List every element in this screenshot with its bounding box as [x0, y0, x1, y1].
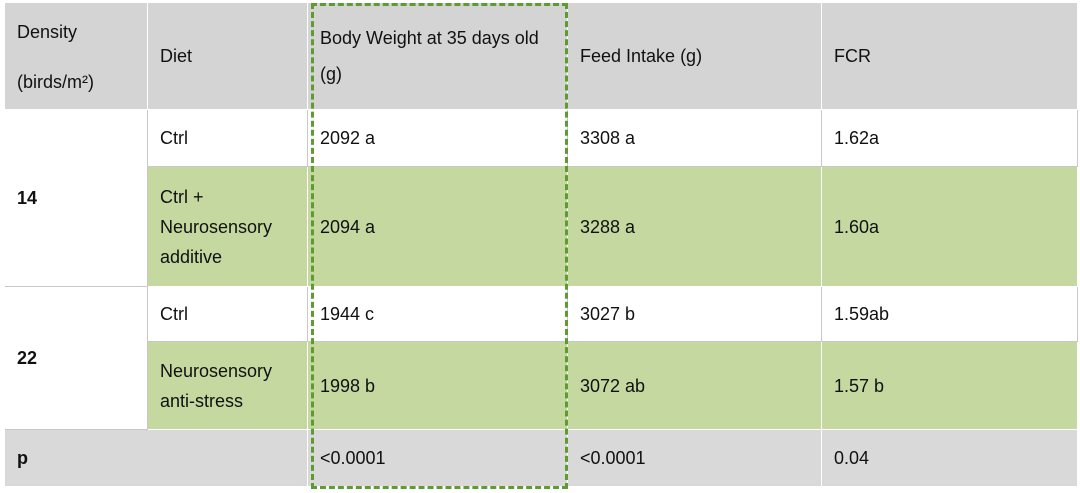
diet-cell: Ctrl: [148, 110, 308, 167]
header-cell: Diet: [148, 3, 308, 110]
header-cell: Feed Intake (g): [568, 3, 822, 110]
density-cell: 22: [5, 287, 148, 430]
p-label: p: [5, 430, 308, 487]
density-cell: 14: [5, 110, 148, 287]
header-cell: Density (birds/m²): [5, 3, 148, 110]
header-cell: FCR: [822, 3, 1078, 110]
value-cell: 1.59ab: [822, 287, 1078, 342]
diet-cell: Neurosensory anti-stress: [148, 342, 308, 430]
diet-cell: Ctrl + Neurosensory additive: [148, 167, 308, 287]
diet-cell: Ctrl: [148, 287, 308, 342]
header-cell: Body Weight at 35 days old (g): [308, 3, 568, 110]
value-cell: 2094 a: [308, 167, 568, 287]
value-cell: 1.60a: [822, 167, 1078, 287]
value-cell: 1944 c: [308, 287, 568, 342]
p-value: <0.0001: [568, 430, 822, 487]
p-value: <0.0001: [308, 430, 568, 487]
value-cell: 1.57 b: [822, 342, 1078, 430]
value-cell: 3072 ab: [568, 342, 822, 430]
value-cell: 3288 a: [568, 167, 822, 287]
value-cell: 3308 a: [568, 110, 822, 167]
p-value: 0.04: [822, 430, 1078, 487]
value-cell: 1.62a: [822, 110, 1078, 167]
value-cell: 3027 b: [568, 287, 822, 342]
value-cell: 1998 b: [308, 342, 568, 430]
value-cell: 2092 a: [308, 110, 568, 167]
